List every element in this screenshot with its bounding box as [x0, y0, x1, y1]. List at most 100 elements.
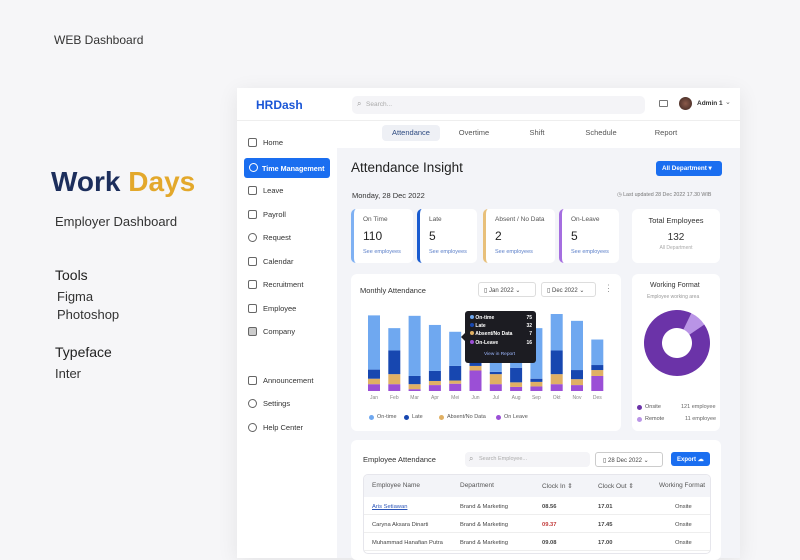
bar-on-time-nov[interactable] [571, 320, 583, 371]
sidebar-item-payroll[interactable]: Payroll [248, 210, 286, 219]
bar-absent-no-data-mei[interactable] [449, 380, 462, 384]
bar-on-time-mar[interactable] [408, 315, 421, 376]
sidebar-label: Leave [263, 186, 284, 195]
layers-icon [248, 280, 257, 289]
from-month-picker[interactable]: ▯ Jan 2022 ⌄ [478, 282, 536, 297]
to-month-picker[interactable]: ▯ Dec 2022 ⌄ [541, 282, 596, 297]
bar-absent-no-data-nov[interactable] [571, 379, 583, 386]
tab-shift[interactable]: Shift [529, 128, 545, 137]
employee-name[interactable]: Muhammad Hanafian Putra [372, 540, 443, 546]
legend-item: Absent/No Data [439, 414, 486, 420]
bar-on-leave-feb[interactable] [388, 384, 401, 391]
bar-late-nov[interactable] [571, 370, 583, 380]
sidebar-item-time-management[interactable]: Time Management [244, 158, 330, 178]
view-in-report-link[interactable]: View in Report [484, 352, 516, 357]
date-picker[interactable]: ▯ 28 Dec 2022 ⌄ [595, 452, 663, 467]
tooltip-label: Absent/No Data [475, 331, 513, 338]
legend-label: Absent/No Data [447, 414, 486, 420]
tooltip-value: 32 [526, 323, 532, 330]
sidebar-item-help-center[interactable]: Help Center [248, 423, 303, 432]
bar-late-jun[interactable] [469, 362, 482, 366]
sidebar-label: Request [263, 233, 291, 242]
bar-absent-no-data-mar[interactable] [408, 384, 421, 390]
chevron-down-icon[interactable]: ⌄ [725, 99, 731, 106]
tab-attendance[interactable]: Attendance [392, 128, 430, 137]
legend-onsite: Onsite [637, 404, 661, 410]
user-name[interactable]: Admin 1 [697, 100, 723, 107]
sidebar-item-announcement[interactable]: Announcement [248, 376, 313, 385]
bar-late-mei[interactable] [449, 365, 462, 381]
bar-absent-no-data-okt[interactable] [550, 374, 563, 385]
sidebar-item-settings[interactable]: Settings [248, 399, 290, 408]
search-input[interactable]: ⌕ Search... [352, 96, 645, 114]
bar-late-feb[interactable] [388, 350, 401, 375]
bar-late-apr[interactable] [428, 370, 441, 381]
see-employees-link[interactable]: See employees [571, 249, 609, 255]
bar-absent-no-data-des[interactable] [591, 370, 604, 376]
bar-absent-no-data-jan[interactable] [368, 378, 380, 385]
sidebar-item-recruitment[interactable]: Recruitment [248, 280, 303, 289]
bar-on-time-jan[interactable] [368, 315, 380, 370]
see-employees-link[interactable]: See employees [429, 249, 467, 255]
bar-late-mar[interactable] [408, 375, 421, 385]
tooltip-value: 7 [529, 331, 532, 338]
bar-late-okt[interactable] [550, 350, 563, 375]
bar-on-time-mei[interactable] [449, 331, 462, 366]
bar-absent-no-data-sep[interactable] [530, 381, 543, 387]
bar-late-sep[interactable] [530, 378, 543, 382]
sidebar-item-request[interactable]: Request [248, 233, 291, 242]
donut-slice-onsite[interactable] [644, 310, 710, 376]
bar-on-time-apr[interactable] [428, 324, 441, 371]
bar-late-des[interactable] [591, 365, 604, 371]
bar-absent-no-data-jun[interactable] [469, 365, 482, 371]
bar-on-leave-aug[interactable] [510, 386, 523, 391]
column-header[interactable]: Clock Out ⇕ [598, 483, 634, 490]
sidebar-item-employee[interactable]: Employee [248, 304, 296, 313]
bar-absent-no-data-apr[interactable] [428, 380, 441, 386]
tab-report[interactable]: Report [654, 128, 678, 137]
bar-late-jan[interactable] [368, 369, 380, 379]
bar-late-jul[interactable] [489, 371, 502, 375]
bar-on-leave-mei[interactable] [449, 383, 462, 391]
bar-late-aug[interactable] [510, 367, 523, 383]
employee-name[interactable]: Aris Setiawan [372, 504, 408, 510]
bar-on-leave-jun[interactable] [469, 370, 482, 392]
more-options-icon[interactable]: ⋮ [604, 283, 613, 293]
department: Brand & Marketing [460, 540, 509, 546]
bar-absent-no-data-jul[interactable] [489, 374, 502, 385]
tooltip-label: On-Leave [475, 339, 499, 346]
bar-on-time-feb[interactable] [388, 328, 401, 351]
donut-slice-remote[interactable] [683, 313, 705, 335]
all-department-dropdown[interactable]: All Department ▾ [656, 161, 722, 176]
sidebar-item-company[interactable]: Company [248, 327, 295, 336]
working-format: Onsite [675, 540, 692, 546]
see-employees-link[interactable]: See employees [495, 249, 533, 255]
bar-on-leave-jan[interactable] [368, 384, 380, 391]
tab-overtime[interactable]: Overtime [458, 128, 490, 137]
sidebar-item-leave[interactable]: Leave [248, 186, 283, 195]
search-placeholder: Search... [366, 101, 393, 108]
bar-on-leave-apr[interactable] [428, 385, 441, 391]
bar-absent-no-data-aug[interactable] [510, 382, 523, 387]
column-header[interactable]: Clock In ⇕ [542, 483, 573, 490]
employee-name[interactable]: Caryna Aksara Dinarti [372, 522, 429, 528]
bar-on-leave-okt[interactable] [550, 384, 563, 391]
bar-on-leave-jul[interactable] [489, 384, 502, 391]
legend-label: Late [412, 414, 423, 420]
mail-icon[interactable] [659, 100, 668, 107]
see-employees-link[interactable]: See employees [363, 249, 401, 255]
bar-on-time-des[interactable] [591, 339, 604, 366]
avatar[interactable] [679, 97, 692, 110]
bar-on-leave-des[interactable] [591, 375, 604, 391]
sidebar-label: Time Management [262, 164, 325, 173]
bar-on-leave-mar[interactable] [408, 389, 421, 391]
export-button[interactable]: Export ☁ [671, 452, 710, 466]
employee-search-input[interactable]: ⌕ Search Employee... [465, 452, 590, 467]
tab-schedule[interactable]: Schedule [585, 128, 617, 137]
sidebar-item-calendar[interactable]: Calendar [248, 257, 293, 266]
sidebar-item-home[interactable]: Home [248, 138, 283, 147]
bar-on-time-okt[interactable] [550, 314, 563, 351]
bar-on-leave-sep[interactable] [530, 386, 543, 391]
bar-on-leave-nov[interactable] [571, 385, 583, 391]
bar-absent-no-data-feb[interactable] [388, 374, 401, 385]
